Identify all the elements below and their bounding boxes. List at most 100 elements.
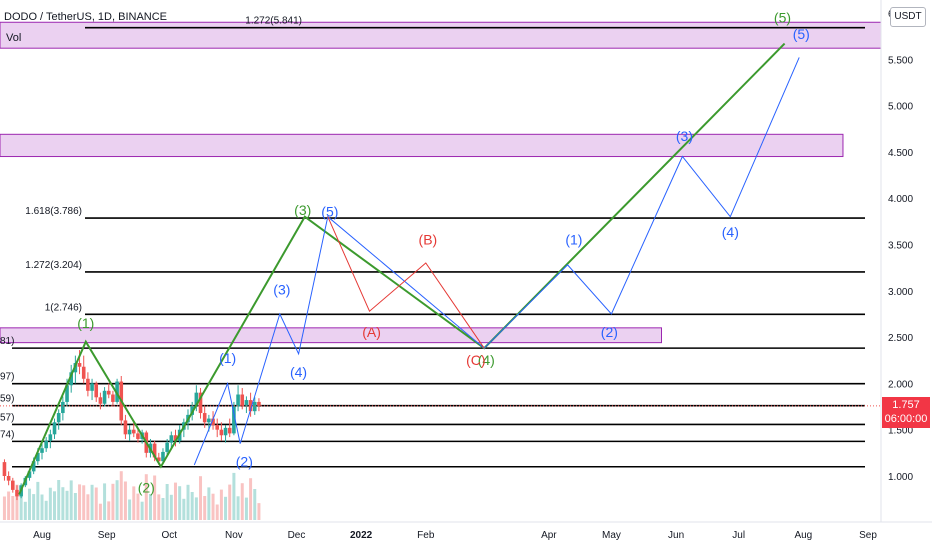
candle-body xyxy=(190,405,194,415)
time-tick-label: Nov xyxy=(225,530,243,541)
volume-bar xyxy=(86,494,90,520)
time-tick-label: Jul xyxy=(732,530,745,541)
candle-body xyxy=(6,476,11,481)
blue-count-label: (1) xyxy=(219,350,236,366)
time-tick-label: Apr xyxy=(541,530,557,541)
candle-body xyxy=(86,378,90,391)
volume-bar xyxy=(69,480,73,520)
candle-body xyxy=(152,443,157,458)
top-zone xyxy=(0,21,882,49)
candle-body xyxy=(31,461,36,472)
candle-body xyxy=(61,401,65,414)
volume-bar xyxy=(44,500,48,520)
wave-label-layer: (1) (2) (3) (4) (5) (1) (2) (3) (4) (5) (1) (2) (3) (… xyxy=(77,9,810,495)
price-tick-label: 3.000 xyxy=(888,287,913,298)
candle-body xyxy=(69,372,74,386)
fib-level-label: 1.272(3.204) xyxy=(25,260,82,271)
candle-body xyxy=(232,406,236,434)
candle-body xyxy=(52,422,57,435)
candle-body xyxy=(252,401,257,412)
green-count-label: (1) xyxy=(77,315,94,331)
candle-body xyxy=(198,392,203,414)
volume-layer xyxy=(2,471,261,520)
candle-body xyxy=(157,457,161,462)
green-count-label: (4) xyxy=(478,352,495,368)
price-tick-label: 2.500 xyxy=(888,333,913,344)
last-price-value: 1.757 xyxy=(892,399,920,411)
time-tick-label: Oct xyxy=(161,530,177,541)
volume-bar xyxy=(228,484,232,520)
fib-level-layer: 1.272(5.841) 1.618(3.786) 1.272(3.204) 1(2.… xyxy=(0,16,865,468)
candle-body xyxy=(248,400,253,412)
candle-body xyxy=(15,489,19,497)
candle-body xyxy=(169,435,174,443)
volume-bar xyxy=(244,497,248,520)
green-count-label: (3) xyxy=(294,202,311,218)
volume-bar xyxy=(194,497,198,520)
candle-body xyxy=(215,425,220,430)
volume-bar xyxy=(240,483,244,520)
volume-bar xyxy=(57,480,61,520)
candle-body xyxy=(194,392,199,406)
blue-count-label: (5) xyxy=(793,26,810,42)
candle-body xyxy=(44,440,48,449)
time-tick-label: Sep xyxy=(98,530,116,541)
time-tick-label: May xyxy=(602,530,621,541)
price-tick-label: 2.000 xyxy=(888,379,913,390)
fib-level-label: 1.272(5.841) xyxy=(245,16,302,27)
volume-bar xyxy=(19,489,23,520)
volume-label[interactable]: Vol xyxy=(6,32,22,44)
green-count-label: (2) xyxy=(138,480,155,496)
volume-bar xyxy=(190,492,194,520)
volume-bar xyxy=(232,472,236,520)
candle-body xyxy=(40,448,44,453)
fib-level-label: 57) xyxy=(0,412,14,423)
candle-body xyxy=(115,381,119,402)
volume-bar xyxy=(136,493,140,520)
candle-body xyxy=(98,397,103,404)
candle-body xyxy=(2,462,7,476)
lower-zone xyxy=(0,327,662,344)
time-tick-label: Sep xyxy=(859,530,877,541)
green-count-line xyxy=(18,42,786,495)
volume-bar xyxy=(94,487,98,520)
fib-level-label: 97) xyxy=(0,372,14,383)
volume-bar xyxy=(157,494,161,520)
time-axis[interactable]: Aug Sep Oct Nov Dec 2022 Feb Apr May Jun Jul Aug Sep xyxy=(33,530,877,541)
price-tick-label: 5.000 xyxy=(888,102,913,113)
volume-bar xyxy=(111,483,115,520)
red-correction-line xyxy=(327,216,485,349)
volume-bar xyxy=(23,501,27,520)
price-tick-label: 1.500 xyxy=(888,426,913,437)
volume-bar xyxy=(73,493,77,520)
time-tick-label: Dec xyxy=(288,530,306,541)
last-price-badge: 1.757 06:00:00 xyxy=(882,397,930,428)
time-tick-label: 2022 xyxy=(350,530,373,541)
candle-body xyxy=(27,471,32,478)
red-correction-label: (A) xyxy=(362,324,381,340)
blue-count-label: (4) xyxy=(290,364,307,380)
volume-bar xyxy=(207,487,211,520)
fib-level-label: 74) xyxy=(0,429,14,440)
price-tick-label: 4.500 xyxy=(888,148,913,159)
blue-count-label: (3) xyxy=(273,282,290,298)
symbol-title[interactable]: DODO / TetherUS, 1D, BINANCE xyxy=(4,11,168,23)
volume-bar xyxy=(253,489,257,520)
volume-bar xyxy=(2,496,6,520)
volume-bar xyxy=(148,494,152,520)
volume-bar xyxy=(144,474,148,520)
candle-body xyxy=(202,413,207,423)
candle-body xyxy=(240,394,245,406)
candle-body xyxy=(173,435,178,441)
candle-body xyxy=(211,418,215,426)
candle-body xyxy=(127,429,132,435)
candle-body xyxy=(161,451,165,462)
currency-button[interactable]: USDT xyxy=(890,7,926,27)
volume-bar xyxy=(140,501,144,520)
volume-bar xyxy=(115,480,119,520)
volume-bar xyxy=(78,484,82,520)
time-tick-label: Aug xyxy=(33,530,51,541)
blue-count-label: (2) xyxy=(601,324,618,340)
